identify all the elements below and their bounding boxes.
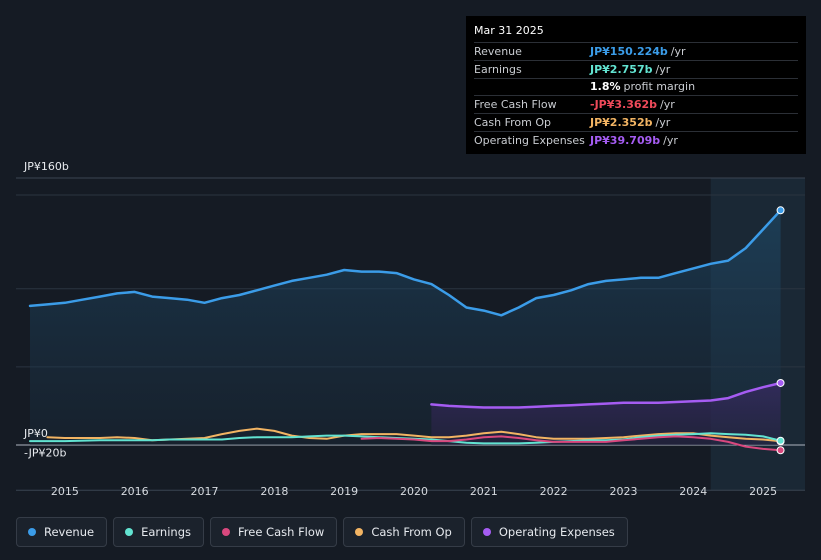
x-tick-label: 2016 xyxy=(121,485,149,498)
legend-label: Free Cash Flow xyxy=(238,525,325,539)
x-tick-label: 2023 xyxy=(609,485,637,498)
x-tick-label: 2025 xyxy=(749,485,777,498)
x-tick-label: 2015 xyxy=(51,485,79,498)
x-axis-labels: 2015 2016 2017 2018 2019 2020 2021 2022 2023 2024… xyxy=(51,485,777,498)
tooltip-row-unit: /yr xyxy=(663,133,678,147)
legend-item-cash-from-op[interactable]: Cash From Op xyxy=(343,517,465,547)
tooltip-row: Free Cash Flow -JP¥3.362b/yr xyxy=(474,95,798,113)
y-tick-label: -JP¥20b xyxy=(24,446,66,459)
tooltip-row: Earnings JP¥2.757b/yr xyxy=(474,59,798,78)
tooltip-row-label: Revenue xyxy=(474,44,522,58)
tooltip-row-unit: /yr xyxy=(660,98,675,112)
legend-dot-icon xyxy=(28,528,36,536)
tooltip-row-label: Earnings xyxy=(474,62,522,76)
tooltip-row-value: JP¥2.352b xyxy=(590,116,653,130)
legend-dot-icon xyxy=(125,528,134,536)
x-tick-label: 2019 xyxy=(330,485,358,498)
tooltip-row-unit: /yr xyxy=(670,44,686,58)
series-end-markers xyxy=(776,206,785,455)
legend-label: Operating Expenses xyxy=(498,525,615,539)
legend-label: Revenue xyxy=(44,525,95,539)
y-tick-label: JP¥160b xyxy=(23,160,69,173)
legend-dot-icon xyxy=(482,528,491,536)
legend-item-earnings[interactable]: Earnings xyxy=(113,517,204,547)
free-cash-flow-end-marker[interactable] xyxy=(776,446,785,455)
x-tick-label: 2018 xyxy=(260,485,288,498)
x-tick-label: 2017 xyxy=(191,485,219,498)
y-axis-labels: JP¥160b JP¥0 -JP¥20b xyxy=(23,160,69,459)
series-areas xyxy=(30,210,781,445)
tooltip-panel: Mar 31 2025 Revenue JP¥150.224b/yr Earning… xyxy=(466,16,806,154)
legend-item-revenue[interactable]: Revenue xyxy=(16,517,108,547)
operating-expenses-end-marker[interactable] xyxy=(776,378,785,387)
tooltip-row-label: Operating Expenses xyxy=(474,133,585,147)
tooltip-row-value: 1.8% xyxy=(590,80,621,94)
free-cash-flow-line xyxy=(360,435,782,452)
tooltip-row: Cash From Op JP¥2.352b/yr xyxy=(474,113,798,131)
legend-label: Cash From Op xyxy=(371,525,452,539)
x-tick-label: 2024 xyxy=(679,485,707,498)
revenue-area xyxy=(30,210,781,445)
tooltip-row-value: -JP¥3.362b xyxy=(590,98,658,112)
operating-expenses-line xyxy=(430,381,782,409)
tooltip-row: 1.8% profit margin xyxy=(474,77,798,96)
tooltip-row-label: Free Cash Flow xyxy=(474,98,557,112)
tooltip-row-value: JP¥39.709b xyxy=(590,133,661,147)
revenue-line xyxy=(28,209,782,317)
legend-dot-icon xyxy=(355,528,364,536)
tooltip-row: Operating Expenses JP¥39.709b/yr xyxy=(474,130,798,149)
tooltip-row-unit: /yr xyxy=(655,62,671,76)
revenue-end-marker[interactable] xyxy=(776,206,785,215)
y-tick-label: JP¥0 xyxy=(23,427,48,440)
tooltip-row-value: JP¥150.224b xyxy=(590,44,668,58)
legend-dot-icon xyxy=(222,528,230,536)
tooltip-row-unit: /yr xyxy=(655,116,671,130)
series-lines xyxy=(28,209,782,452)
x-tick-label: 2021 xyxy=(470,485,498,498)
operating-expenses-area xyxy=(431,383,781,445)
x-tick-label: 2022 xyxy=(540,485,568,498)
tooltip-row-value: JP¥2.757b xyxy=(590,62,653,76)
tooltip-row: Revenue JP¥150.224b/yr xyxy=(474,42,798,60)
tooltip-row-unit: profit margin xyxy=(623,80,696,94)
tooltip-rows: Revenue JP¥150.224b/yr Earnings JP¥2.757b/y… xyxy=(474,42,798,149)
legend-item-free-cash-flow[interactable]: Free Cash Flow xyxy=(210,517,338,547)
x-tick-label: 2020 xyxy=(400,485,428,498)
tooltip-date: Mar 31 2025 xyxy=(474,24,544,37)
legend: Revenue Earnings Free Cash Flow Cash From O… xyxy=(16,517,628,547)
tooltip-row-label: Cash From Op xyxy=(474,116,552,130)
legend-item-operating-expenses[interactable]: Operating Expenses xyxy=(470,517,628,547)
legend-label: Earnings xyxy=(141,525,191,539)
earnings-end-marker[interactable] xyxy=(776,436,785,445)
